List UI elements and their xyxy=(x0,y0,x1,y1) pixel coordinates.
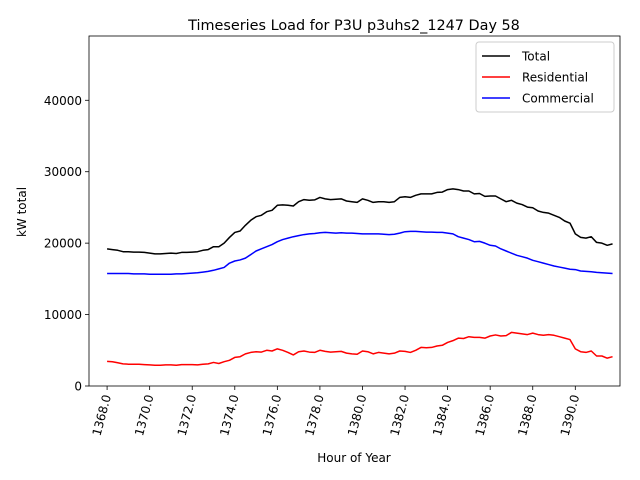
y-tick-label: 40000 xyxy=(44,94,82,108)
legend-label-total: Total xyxy=(521,50,550,64)
chart-title: Timeseries Load for P3U p3uhs2_1247 Day … xyxy=(187,18,520,34)
plot-area xyxy=(106,188,613,367)
y-tick-label: 20000 xyxy=(44,237,82,251)
x-axis-label: Hour of Year xyxy=(317,451,391,465)
legend: Total Residential Commercial xyxy=(475,41,615,113)
legend-label-commercial: Commercial xyxy=(522,92,594,106)
y-tick-label: 30000 xyxy=(44,165,82,179)
series-line-total xyxy=(106,188,613,255)
series-line-residential xyxy=(107,331,613,367)
y-tick-label: 10000 xyxy=(44,308,82,322)
y-axis-label: kW total xyxy=(15,187,29,237)
legend-box xyxy=(475,41,615,113)
series-line-commercial xyxy=(107,230,613,275)
plot-frame xyxy=(88,35,621,387)
y-tick-label: 0 xyxy=(74,380,82,394)
legend-label-residential: Residential xyxy=(522,71,588,85)
